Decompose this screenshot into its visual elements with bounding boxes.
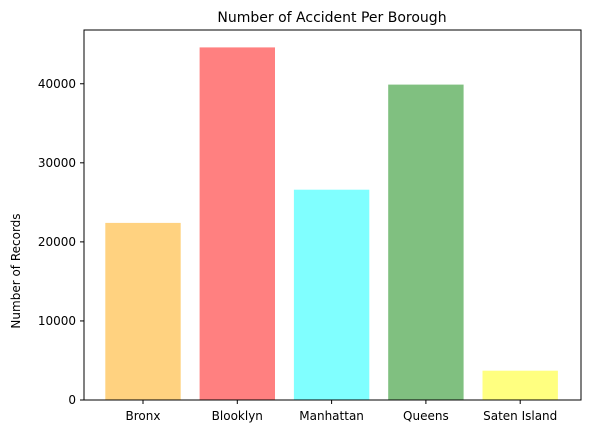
bar-manhattan [293,189,370,400]
x-tick-label: Queens [403,409,449,423]
y-tick-label: 10000 [38,314,76,328]
y-tick-label: 40000 [38,77,76,91]
x-tick-label: Blooklyn [212,409,263,423]
bar-saten-island [482,370,558,400]
x-axis-ticks: Bronx Blooklyn Manhattan Queens Saten Island [126,400,557,423]
y-axis-label: Number of Records [9,213,23,328]
y-axis-ticks: 0 10000 20000 30000 40000 [38,77,84,407]
y-tick-label: 0 [68,393,76,407]
x-tick-label: Saten Island [483,409,557,423]
x-tick-label: Manhattan [299,409,364,423]
y-tick-label: 30000 [38,156,76,170]
bar-bronx [105,222,181,400]
chart-title: Number of Accident Per Borough [217,10,446,26]
bar-queens [388,84,464,400]
y-tick-label: 20000 [38,235,76,249]
bars-layer [105,47,558,401]
plot-frame [83,29,582,401]
bar-blooklyn [199,47,275,401]
x-tick-label: Bronx [126,409,161,423]
